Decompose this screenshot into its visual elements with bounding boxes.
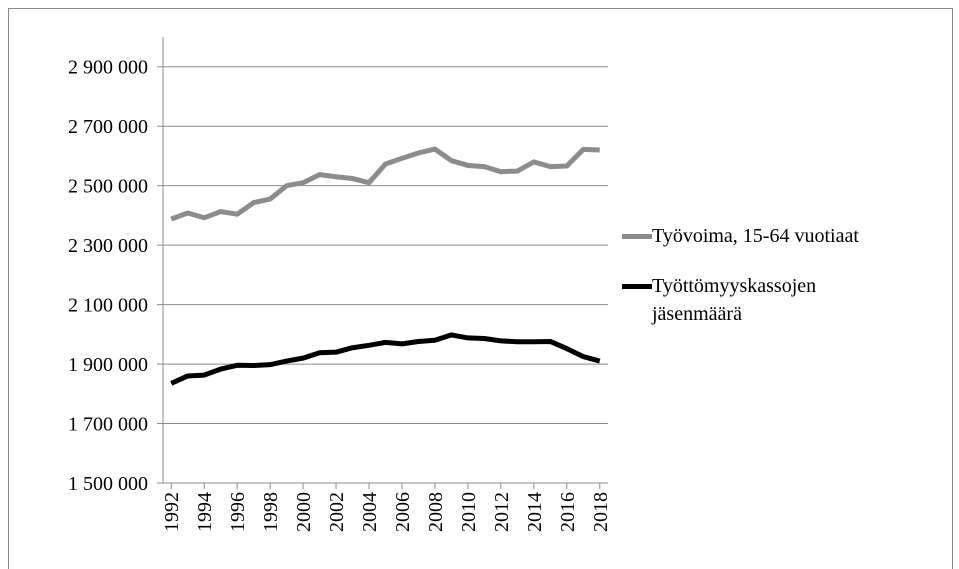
- y-tick-label: 1 700 000: [68, 414, 148, 436]
- y-tick-label: 1 900 000: [68, 354, 148, 376]
- y-tick-label: 1 500 000: [68, 473, 148, 495]
- x-tick-label: 2006: [392, 492, 414, 532]
- y-tick-label: 2 300 000: [68, 235, 148, 257]
- series-line: [170, 146, 600, 222]
- legend: Työvoima, 15-64 vuotiaat Työttömyyskassoj…: [622, 222, 882, 350]
- y-tick-label: 2 500 000: [68, 176, 148, 198]
- x-tick-label: 2004: [359, 492, 381, 532]
- y-tick-label: 2 900 000: [68, 57, 148, 79]
- legend-label: Työvoima, 15-64 vuotiaat: [652, 225, 859, 247]
- y-tick-label: 2 700 000: [68, 116, 148, 138]
- legend-swatch: [622, 284, 652, 289]
- legend-label: Työttömyyskassojen jäsenmäärä: [652, 275, 817, 325]
- x-tick-label: 2008: [425, 492, 447, 532]
- legend-swatch: [622, 234, 652, 239]
- chart-border: [8, 8, 953, 569]
- legend-item: Työttömyyskassojen jäsenmäärä: [622, 272, 882, 328]
- x-tick-label: 1994: [194, 492, 216, 532]
- y-tick-label: 2 100 000: [68, 295, 148, 317]
- x-tick-label: 2010: [458, 492, 480, 532]
- x-tick-label: 1996: [227, 492, 249, 532]
- series-line: [170, 332, 601, 386]
- x-tick-label: 1998: [260, 492, 282, 532]
- legend-item: Työvoima, 15-64 vuotiaat: [622, 222, 882, 250]
- x-tick-label: 1992: [161, 492, 183, 532]
- x-tick-label: 2014: [524, 492, 546, 532]
- x-tick-label: 2002: [326, 492, 348, 532]
- x-tick-label: 2012: [491, 492, 513, 532]
- x-tick-label: 2018: [590, 492, 612, 532]
- x-tick-label: 2000: [293, 492, 315, 532]
- x-tick-label: 2016: [557, 492, 579, 532]
